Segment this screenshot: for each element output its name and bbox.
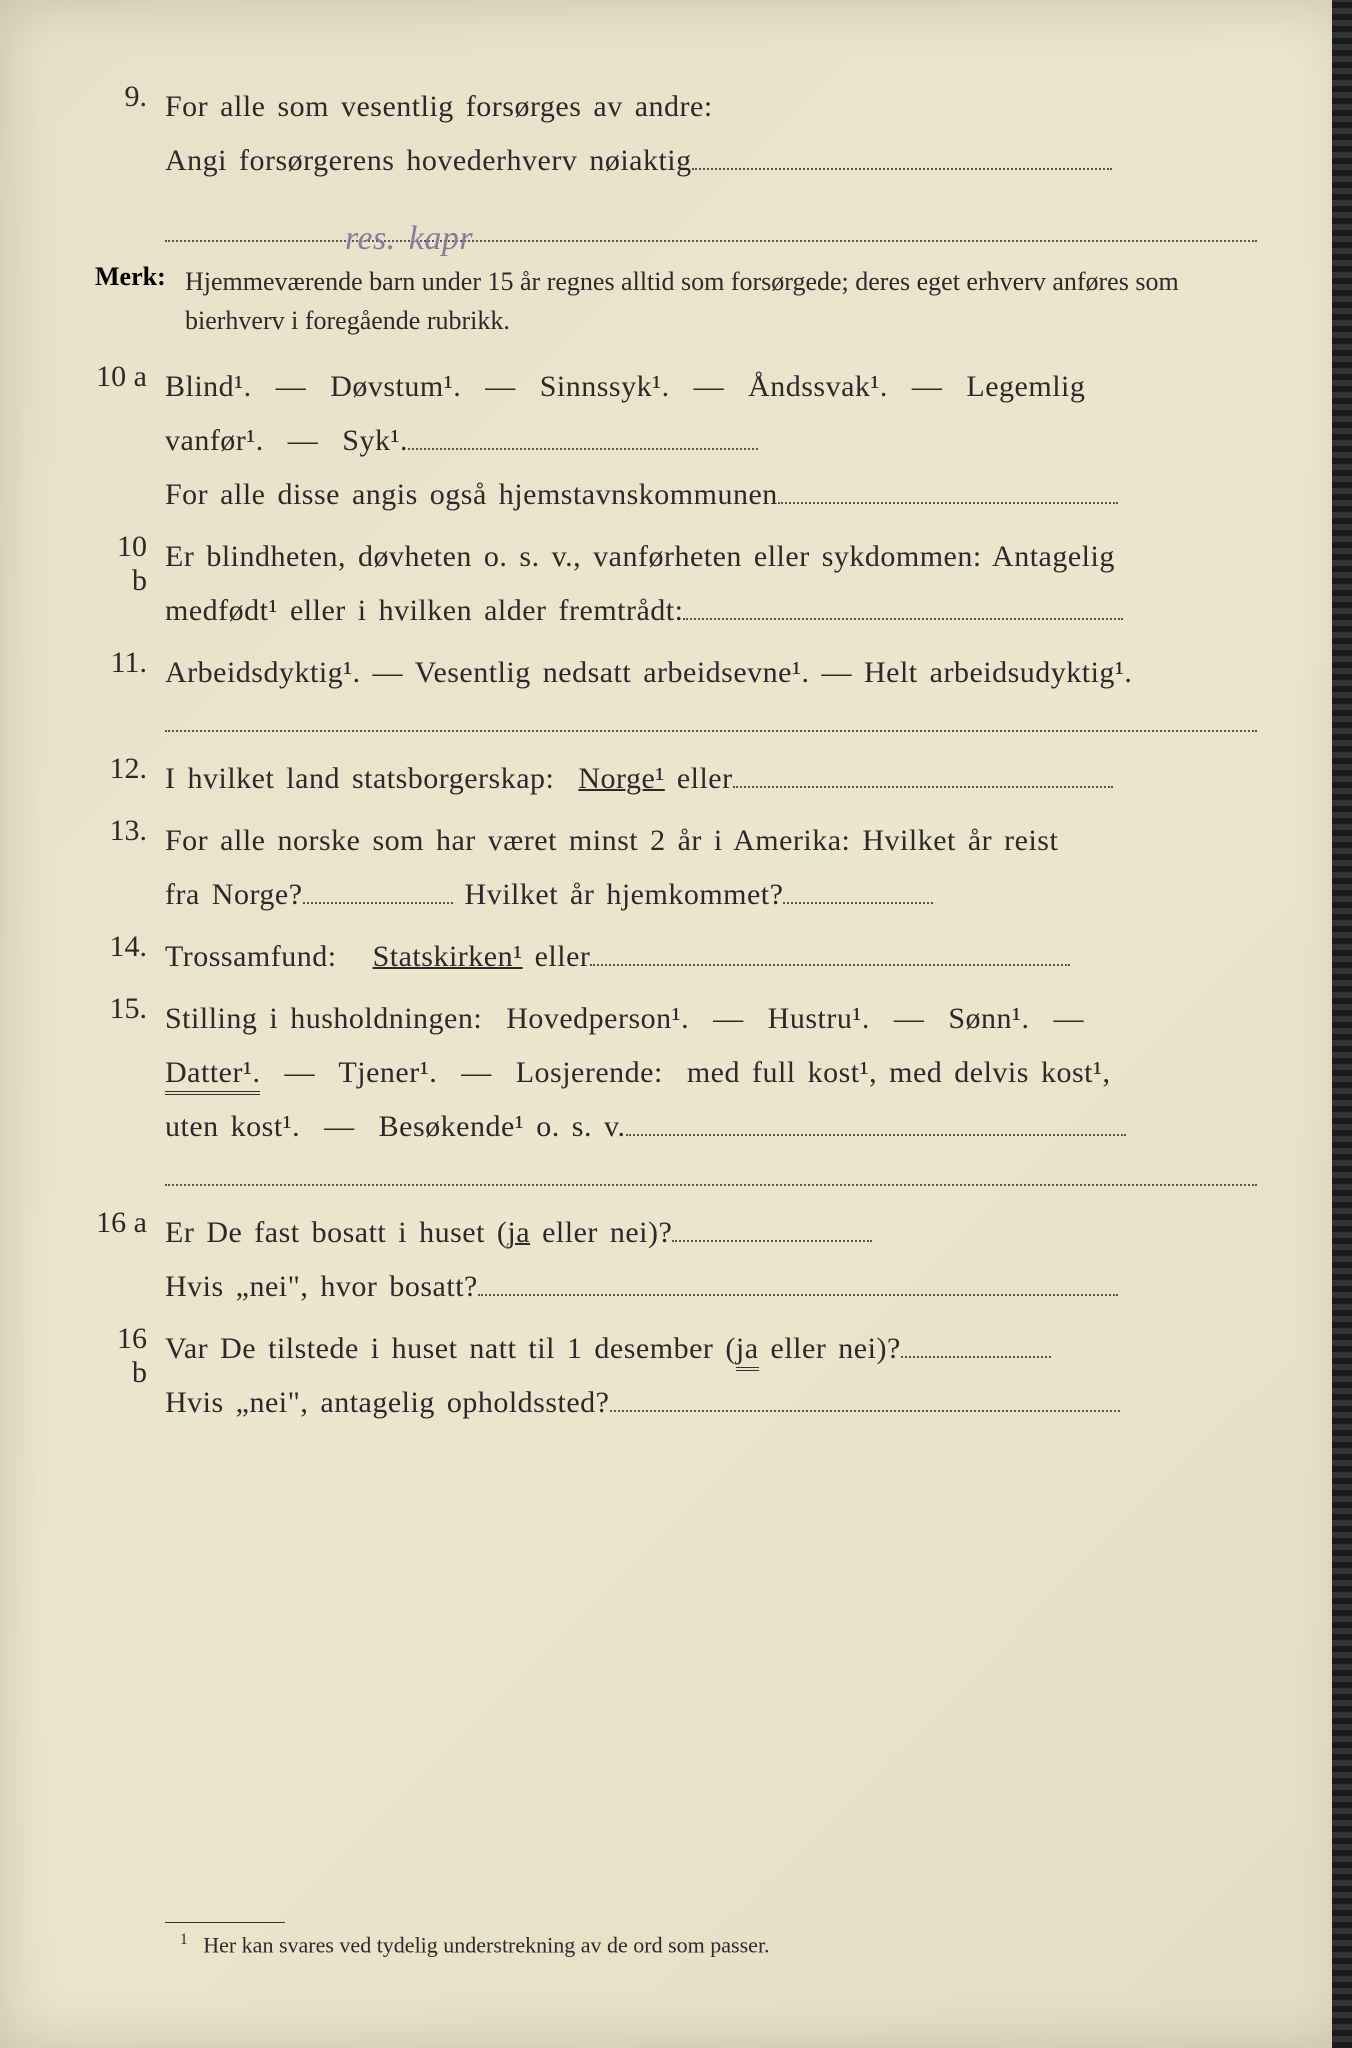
q16a-line2: Hvis „nei", hvor bosatt? — [165, 1270, 478, 1303]
q14-number: 14. — [95, 930, 165, 964]
q10a-opt2: Sinnssyk¹. — [540, 370, 670, 403]
q16b-ja: ja — [736, 1332, 759, 1371]
q12-norge: Norge¹ — [578, 762, 664, 795]
footnote-block: 1 Her kan svares ved tydelig understrekn… — [95, 1862, 1237, 1958]
question-13: 13. For alle norske som har været minst … — [95, 814, 1257, 922]
question-12: 12. I hvilket land statsborgerskap: Norg… — [95, 752, 1257, 806]
q15-number: 15. — [95, 992, 165, 1026]
q10a-opt3: Åndssvak¹. — [748, 370, 888, 403]
q10a-line2b: Syk¹. — [342, 424, 408, 457]
q16a-ja: ja — [507, 1216, 530, 1249]
q12-text: I hvilket land statsborgerskap: Norge¹ e… — [165, 752, 1257, 806]
q16b-text: Var De tilstede i huset natt til 1 desem… — [165, 1322, 1257, 1430]
q15-datter: Datter¹. — [165, 1056, 260, 1095]
question-11: 11. Arbeidsdyktig¹. — Vesentlig nedsatt … — [95, 646, 1257, 700]
q10a-text: Blind¹. — Døvstum¹. — Sinnssyk¹. — Åndss… — [165, 360, 1257, 522]
footnote-text: 1 Her kan svares ved tydelig understrekn… — [180, 1931, 1237, 1958]
q10a-number: 10 a — [95, 360, 165, 394]
q10b-line2: medfødt¹ eller i hvilken alder fremtrådt… — [165, 594, 683, 627]
footnote-marker: 1 — [180, 1931, 188, 1948]
q12-prefix: I hvilket land statsborgerskap: — [165, 762, 554, 795]
q9-line1: For alle som vesentlig forsørges av andr… — [165, 90, 713, 123]
q16b-line1b: eller nei)? — [771, 1332, 901, 1365]
q9-handwritten: res. kapr — [345, 208, 473, 269]
q13-text: For alle norske som har været minst 2 år… — [165, 814, 1257, 922]
question-10b: 10 b Er blindheten, døvheten o. s. v., v… — [95, 530, 1257, 638]
q12-number: 12. — [95, 752, 165, 786]
q15-losj: Losjerende: — [516, 1056, 663, 1089]
q10a-opt0: Blind¹. — [165, 370, 252, 403]
q15-tjener: Tjener¹. — [338, 1056, 437, 1089]
q9-line2: Angi forsørgerens hovederhverv nøiaktig — [165, 144, 692, 177]
q14-mid: eller — [535, 940, 591, 973]
question-16a: 16 a Er De fast bosatt i huset (ja eller… — [95, 1206, 1257, 1314]
q13-line2b: Hvilket år hjemkommet? — [465, 878, 784, 911]
q16b-line1a: Var De tilstede i huset natt til 1 desem… — [165, 1332, 736, 1365]
merk-label: Merk: — [95, 262, 185, 340]
q15-prefix: Stilling i husholdningen: — [165, 1002, 482, 1035]
q10a-opt1: Døvstum¹. — [330, 370, 461, 403]
q14-statskirken: Statskirken¹ — [373, 940, 523, 973]
q16b-number: 16 b — [95, 1322, 165, 1390]
q14-text: Trossamfund: Statskirken¹ eller — [165, 930, 1257, 984]
q10a-line2a: vanfør¹. — [165, 424, 264, 457]
q14-prefix: Trossamfund: — [165, 940, 337, 973]
q10b-text: Er blindheten, døvheten o. s. v., vanfør… — [165, 530, 1257, 638]
q13-line1: For alle norske som har været minst 2 år… — [165, 824, 1058, 857]
q15-text: Stilling i husholdningen: Hovedperson¹. … — [165, 992, 1257, 1154]
q15-opt2: Sønn¹. — [948, 1002, 1029, 1035]
question-9: 9. For alle som vesentlig forsørges av a… — [95, 80, 1257, 242]
merk-note: Merk: Hjemmeværende barn under 15 år reg… — [95, 262, 1257, 340]
q15-opt1: Hustru¹. — [768, 1002, 870, 1035]
q16b-line2: Hvis „nei", antagelig opholdssted? — [165, 1386, 610, 1419]
question-14: 14. Trossamfund: Statskirken¹ eller — [95, 930, 1257, 984]
divider-2 — [165, 1184, 1257, 1186]
q11-line: Arbeidsdyktig¹. — Vesentlig nedsatt arbe… — [165, 646, 1257, 700]
q10a-opt4: Legemlig — [966, 370, 1085, 403]
q13-number: 13. — [95, 814, 165, 848]
q16a-text: Er De fast bosatt i huset (ja eller nei)… — [165, 1206, 1257, 1314]
q10b-line1: Er blindheten, døvheten o. s. v., vanfør… — [165, 540, 1115, 573]
census-form-page: 9. For alle som vesentlig forsørges av a… — [0, 0, 1352, 2048]
divider-1 — [165, 730, 1257, 732]
q15-line3a: uten kost¹. — [165, 1110, 300, 1143]
q16a-line1a: Er De fast bosatt i huset ( — [165, 1216, 507, 1249]
footnote-rule — [165, 1922, 285, 1923]
q15-opt0: Hovedperson¹. — [506, 1002, 689, 1035]
q15-losjopts: med full kost¹, med delvis kost¹, — [687, 1056, 1111, 1089]
question-10a: 10 a Blind¹. — Døvstum¹. — Sinnssyk¹. — … — [95, 360, 1257, 522]
q9-text: For alle som vesentlig forsørges av andr… — [165, 80, 1257, 242]
q10a-line3: For alle disse angis også hjemstavnskomm… — [165, 478, 778, 511]
footnote-body: Her kan svares ved tydelig understreknin… — [203, 1932, 769, 1957]
question-15: 15. Stilling i husholdningen: Hovedperso… — [95, 992, 1257, 1154]
question-16b: 16 b Var De tilstede i huset natt til 1 … — [95, 1322, 1257, 1430]
q16a-line1b: eller nei)? — [542, 1216, 672, 1249]
q9-number: 9. — [95, 80, 165, 114]
q12-mid: eller — [677, 762, 733, 795]
q15-line3b: Besøkende¹ o. s. v. — [379, 1110, 626, 1143]
merk-text: Hjemmeværende barn under 15 år regnes al… — [185, 262, 1257, 340]
q13-line2a: fra Norge? — [165, 878, 303, 911]
q10b-number: 10 b — [95, 530, 165, 598]
q16a-number: 16 a — [95, 1206, 165, 1240]
q11-number: 11. — [95, 646, 165, 680]
